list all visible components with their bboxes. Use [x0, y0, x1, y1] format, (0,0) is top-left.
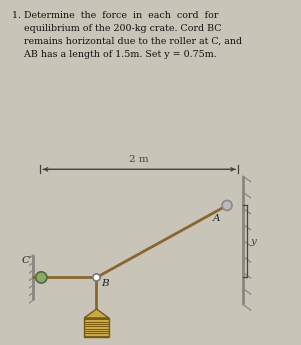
Polygon shape	[84, 309, 109, 318]
Circle shape	[222, 200, 232, 210]
Text: A: A	[213, 214, 221, 223]
Text: 1. Determine  the  force  in  each  cord  for
    equilibrium of the 200-kg crat: 1. Determine the force in each cord for …	[12, 11, 242, 59]
Circle shape	[36, 272, 47, 283]
Text: 2 m: 2 m	[129, 156, 149, 165]
Text: B: B	[101, 278, 109, 288]
FancyBboxPatch shape	[84, 318, 109, 337]
Text: y: y	[250, 237, 256, 246]
Circle shape	[93, 274, 100, 281]
Text: C: C	[22, 256, 29, 265]
